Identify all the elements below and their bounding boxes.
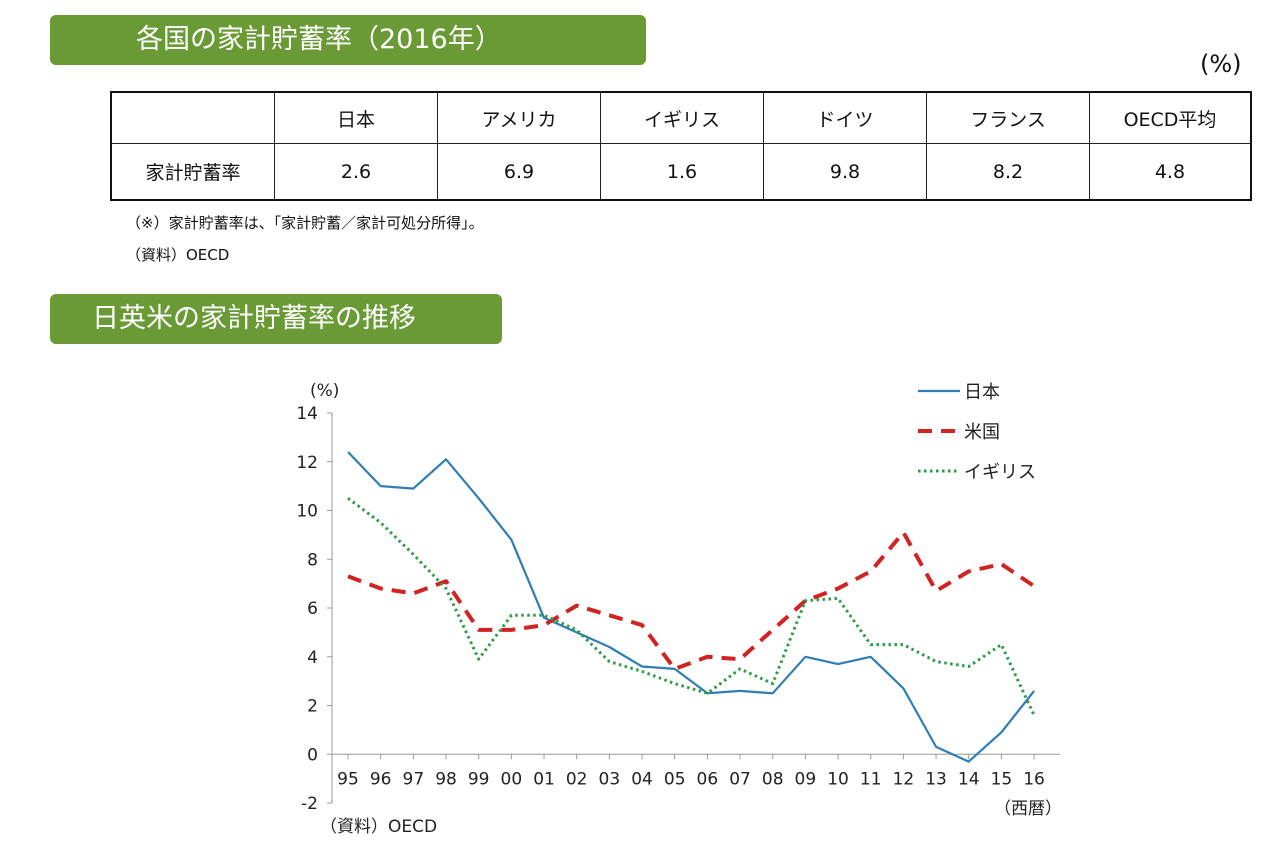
table-header-cell: フランス	[926, 91, 1090, 144]
x-tick-label: 12	[893, 769, 915, 789]
x-tick-label: 16	[1023, 769, 1045, 789]
x-tick-label: 04	[631, 769, 653, 789]
legend-label: 米国	[964, 422, 1000, 443]
legend-label: 日本	[964, 382, 1000, 403]
x-tick-label: 15	[991, 769, 1013, 789]
table-cell: 2.6	[274, 143, 438, 201]
y-tick-label: 12	[296, 453, 318, 473]
y-axis: 14 12 10 8 6 4 2 0 -2	[296, 404, 333, 814]
table-corner-cell	[110, 91, 275, 144]
table-row: 家計貯蓄率 2.6 6.9 1.6 9.8 8.2 4.8	[110, 143, 1252, 201]
series-line-2	[347, 497, 1036, 716]
y-tick-label: 0	[307, 745, 318, 765]
chart-source-note: （資料）OECD	[320, 817, 437, 837]
series-line-1	[347, 530, 1036, 671]
table-header-cell: アメリカ	[437, 91, 601, 144]
y-tick-label: 14	[296, 404, 318, 424]
table-cell: 9.8	[763, 143, 927, 201]
table-header-cell: イギリス	[600, 91, 764, 144]
x-tick-label: 01	[533, 769, 555, 789]
source-note: （資料）OECD	[126, 246, 230, 264]
x-tick-label: 99	[468, 769, 490, 789]
table-header-cell: OECD平均	[1089, 91, 1252, 144]
table-header-cell: ドイツ	[763, 91, 927, 144]
legend-label: イギリス	[964, 462, 1036, 483]
definition-note: （※）家計貯蓄率は、「家計貯蓄／家計可処分所得」。	[126, 214, 484, 232]
x-tick-label: 03	[599, 769, 621, 789]
table-unit-label: (%)	[1200, 50, 1242, 78]
x-tick-label: 11	[860, 769, 882, 789]
x-tick-label: 02	[566, 769, 588, 789]
savings-trend-line-chart: (%) 14 12 10 8 6 4 2 0 -2 95 96 97 98 99 00 01 02 03 04 05…	[296, 381, 1062, 837]
series-line-0	[347, 451, 1035, 763]
x-tick-label: 08	[762, 769, 784, 789]
series-lines	[347, 451, 1036, 763]
x-tick-label: 96	[370, 769, 392, 789]
table-cell: 4.8	[1089, 143, 1252, 201]
x-tick-label: 07	[729, 769, 751, 789]
savings-rate-table: 日本 アメリカ イギリス ドイツ フランス OECD平均 家計貯蓄率 2.6 6…	[110, 91, 1252, 201]
x-tick-label: 95	[337, 769, 359, 789]
y-tick-label: 2	[307, 697, 318, 717]
table-header-cell: 日本	[274, 91, 438, 144]
y-tick-label: 6	[307, 599, 318, 619]
x-tick-label: 14	[958, 769, 980, 789]
x-tick-label: 10	[827, 769, 849, 789]
x-tick-label: 97	[403, 769, 425, 789]
x-tick-label: 00	[501, 769, 523, 789]
x-tick-label: 13	[925, 769, 947, 789]
y-axis-unit-label: (%)	[310, 381, 339, 401]
x-tick-label: 05	[664, 769, 686, 789]
table-cell: 8.2	[926, 143, 1090, 201]
table-header-row: 日本 アメリカ イギリス ドイツ フランス OECD平均	[110, 91, 1252, 144]
y-tick-label: 8	[307, 550, 318, 570]
x-tick-label: 06	[697, 769, 719, 789]
x-tick-label: 09	[795, 769, 817, 789]
table-cell: 6.9	[437, 143, 601, 201]
y-tick-label: 4	[307, 648, 318, 668]
y-tick-label: -2	[301, 794, 318, 814]
table-row-header: 家計貯蓄率	[110, 143, 275, 201]
x-axis: 95 96 97 98 99 00 01 02 03 04 05 06 07 08 09 10 11 12 13 14…	[332, 753, 1060, 789]
table-cell: 1.6	[600, 143, 764, 201]
section-title-savings-by-country: 各国の家計貯蓄率（2016年）	[50, 15, 646, 65]
y-tick-label: 10	[296, 502, 318, 522]
x-axis-unit-label: （西暦）	[994, 799, 1062, 819]
section-title-savings-trend: 日英米の家計貯蓄率の推移	[50, 294, 502, 344]
x-tick-label: 98	[435, 769, 457, 789]
